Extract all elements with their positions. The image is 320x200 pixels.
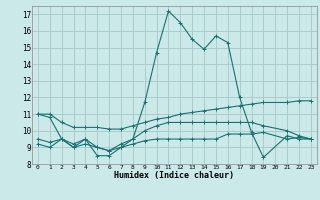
X-axis label: Humidex (Indice chaleur): Humidex (Indice chaleur) [115,171,234,180]
